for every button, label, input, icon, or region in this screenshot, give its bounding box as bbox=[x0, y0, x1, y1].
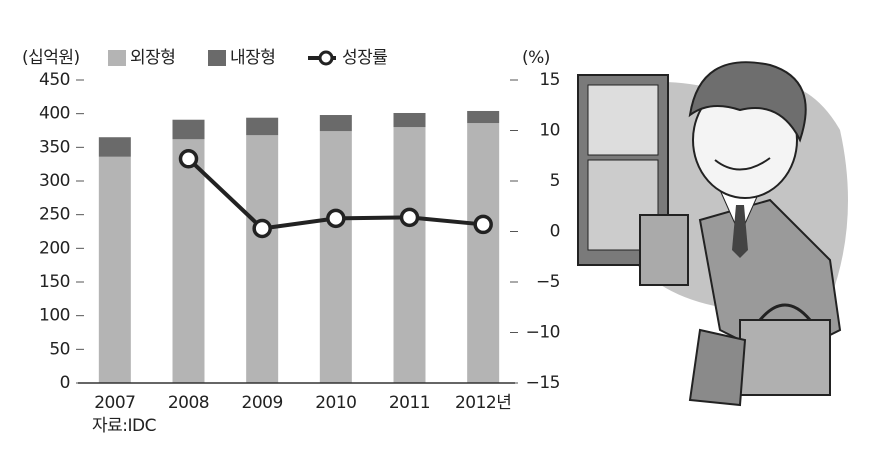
legend-label: 외장형 bbox=[130, 48, 175, 68]
y2-tick-label: −5 bbox=[536, 272, 560, 292]
legend-label: 성장률 bbox=[342, 48, 387, 68]
legend-swatch bbox=[208, 50, 226, 66]
line-point bbox=[178, 149, 199, 169]
bar-segment bbox=[172, 119, 205, 140]
y2-tick-label: 5 bbox=[550, 171, 560, 191]
y2-tick-label: 0 bbox=[550, 222, 560, 242]
bar-segment bbox=[467, 110, 500, 124]
bar-segment bbox=[467, 123, 500, 384]
legend-marker bbox=[318, 50, 334, 66]
bar-segment bbox=[172, 139, 205, 383]
illustration: ​ bbox=[577, 61, 848, 407]
y-tick-label: 400 bbox=[39, 104, 70, 124]
y-tick-label: 450 bbox=[39, 70, 70, 90]
y2-tick-label: 15 bbox=[539, 70, 560, 90]
y-tick-label: 0 bbox=[60, 373, 70, 393]
y2-axis-label: (%) bbox=[522, 48, 550, 68]
y-tick-label: 100 bbox=[39, 306, 70, 326]
y-tick-label: 50 bbox=[49, 339, 70, 359]
source: 자료:IDC bbox=[92, 416, 156, 436]
legend-swatch bbox=[108, 50, 126, 66]
line-point bbox=[326, 208, 346, 229]
x-tick-label: 2008 bbox=[168, 393, 209, 413]
y-tick-label: 150 bbox=[39, 272, 70, 292]
line-point bbox=[473, 214, 493, 235]
x-tick-label: 2007 bbox=[94, 393, 135, 413]
bar-segment bbox=[98, 156, 131, 383]
x-tick-label: 2012년 bbox=[455, 393, 511, 413]
y2-tick-label: −10 bbox=[526, 323, 560, 343]
legend-label: 내장형 bbox=[230, 48, 275, 68]
y-tick-label: 250 bbox=[39, 205, 70, 225]
bar-segment bbox=[393, 127, 426, 383]
y-tick-label: 300 bbox=[39, 171, 70, 191]
bar-segment bbox=[246, 117, 279, 136]
x-tick-label: 2009 bbox=[242, 393, 283, 413]
y-axis-label: (십억원) bbox=[22, 48, 80, 68]
bar-segment bbox=[319, 115, 352, 132]
y2-tick-label: 10 bbox=[539, 121, 560, 141]
bar-segment bbox=[246, 135, 279, 383]
y-tick-label: 200 bbox=[39, 238, 70, 258]
bar-segment bbox=[393, 112, 426, 128]
line-point bbox=[252, 218, 272, 239]
bar-segment bbox=[98, 137, 131, 157]
x-tick-label: 2011 bbox=[389, 393, 430, 413]
y2-tick-label: −15 bbox=[526, 373, 560, 393]
line-point bbox=[399, 207, 420, 228]
bar-segment bbox=[319, 131, 352, 383]
x-tick-label: 2010 bbox=[315, 393, 356, 413]
y-tick-label: 350 bbox=[39, 137, 70, 157]
